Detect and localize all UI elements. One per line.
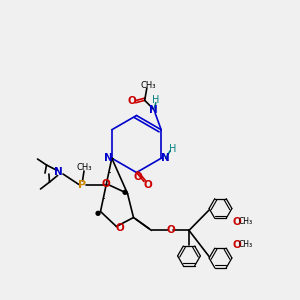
Text: CH₃: CH₃ xyxy=(238,218,253,226)
Text: O: O xyxy=(232,239,242,250)
Text: O: O xyxy=(232,217,242,227)
Text: P: P xyxy=(78,179,87,190)
Text: CH₃: CH₃ xyxy=(140,81,156,90)
Text: N: N xyxy=(54,167,63,177)
Text: O: O xyxy=(128,96,136,106)
Text: N: N xyxy=(104,153,112,163)
Text: H: H xyxy=(152,95,160,105)
Text: O: O xyxy=(134,172,142,182)
Text: O: O xyxy=(143,179,152,190)
Text: O: O xyxy=(115,223,124,233)
Text: N: N xyxy=(149,105,158,115)
Text: H: H xyxy=(169,144,176,154)
Text: N: N xyxy=(161,153,170,163)
Text: O: O xyxy=(166,225,175,236)
Text: ●: ● xyxy=(122,189,128,195)
Text: ●: ● xyxy=(95,210,101,216)
Text: CH₃: CH₃ xyxy=(76,164,92,172)
Text: O: O xyxy=(101,179,110,189)
Text: CH₃: CH₃ xyxy=(238,240,253,249)
